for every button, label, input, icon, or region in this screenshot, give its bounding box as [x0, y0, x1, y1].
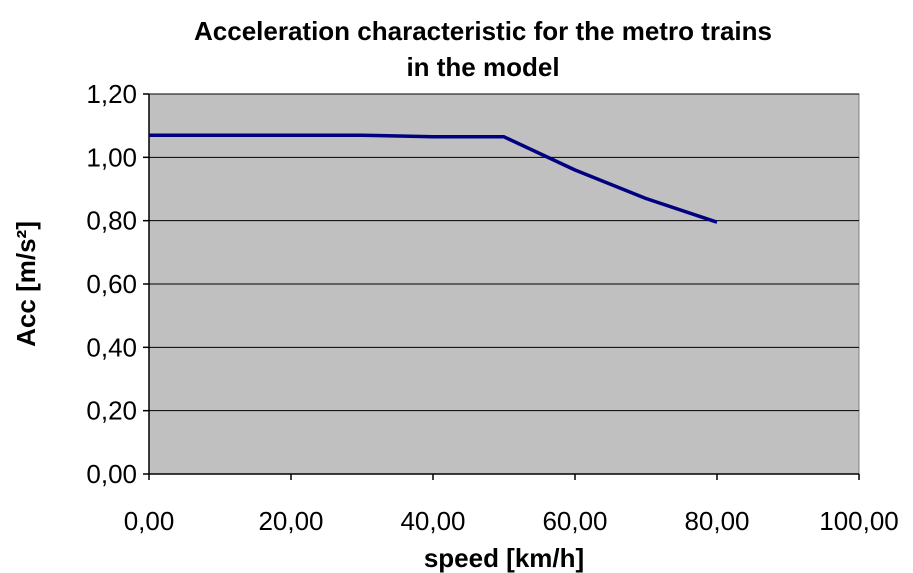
chart-title-line-1: Acceleration characteristic for the metr…: [194, 16, 772, 46]
x-tick-label-4: 80,00: [684, 506, 749, 536]
y-tick-label-1: 0,20: [86, 396, 137, 426]
y-tick-label-6: 1,20: [86, 79, 137, 109]
x-tick-label-1: 20,00: [258, 506, 323, 536]
tick-labels: 0,00 0,20 0,40 0,60 0,80 1,00 1,20 0,00 20,00 40,…: [86, 79, 898, 536]
series-line-0: [149, 133, 718, 224]
grid-lines: [149, 93, 859, 412]
y-tick-label-5: 1,00: [86, 142, 137, 172]
y-tick-label-0: 0,00: [86, 459, 137, 489]
axes: [143, 93, 860, 480]
x-tick-label-3: 60,00: [542, 506, 607, 536]
x-tick-label-0: 0,00: [124, 506, 175, 536]
series-layer: [149, 133, 718, 224]
y-tick-label-3: 0,60: [86, 269, 137, 299]
x-tick-label-5: 100,00: [819, 506, 899, 536]
x-tick-label-2: 40,00: [400, 506, 465, 536]
y-tick-label-4: 0,80: [86, 206, 137, 236]
y-tick-label-2: 0,40: [86, 332, 137, 362]
y-axis-title: Acc [m/s²]: [11, 221, 41, 347]
x-axis-title: speed [km/h]: [424, 543, 584, 573]
chart-title-line-2: in the model: [406, 52, 559, 82]
